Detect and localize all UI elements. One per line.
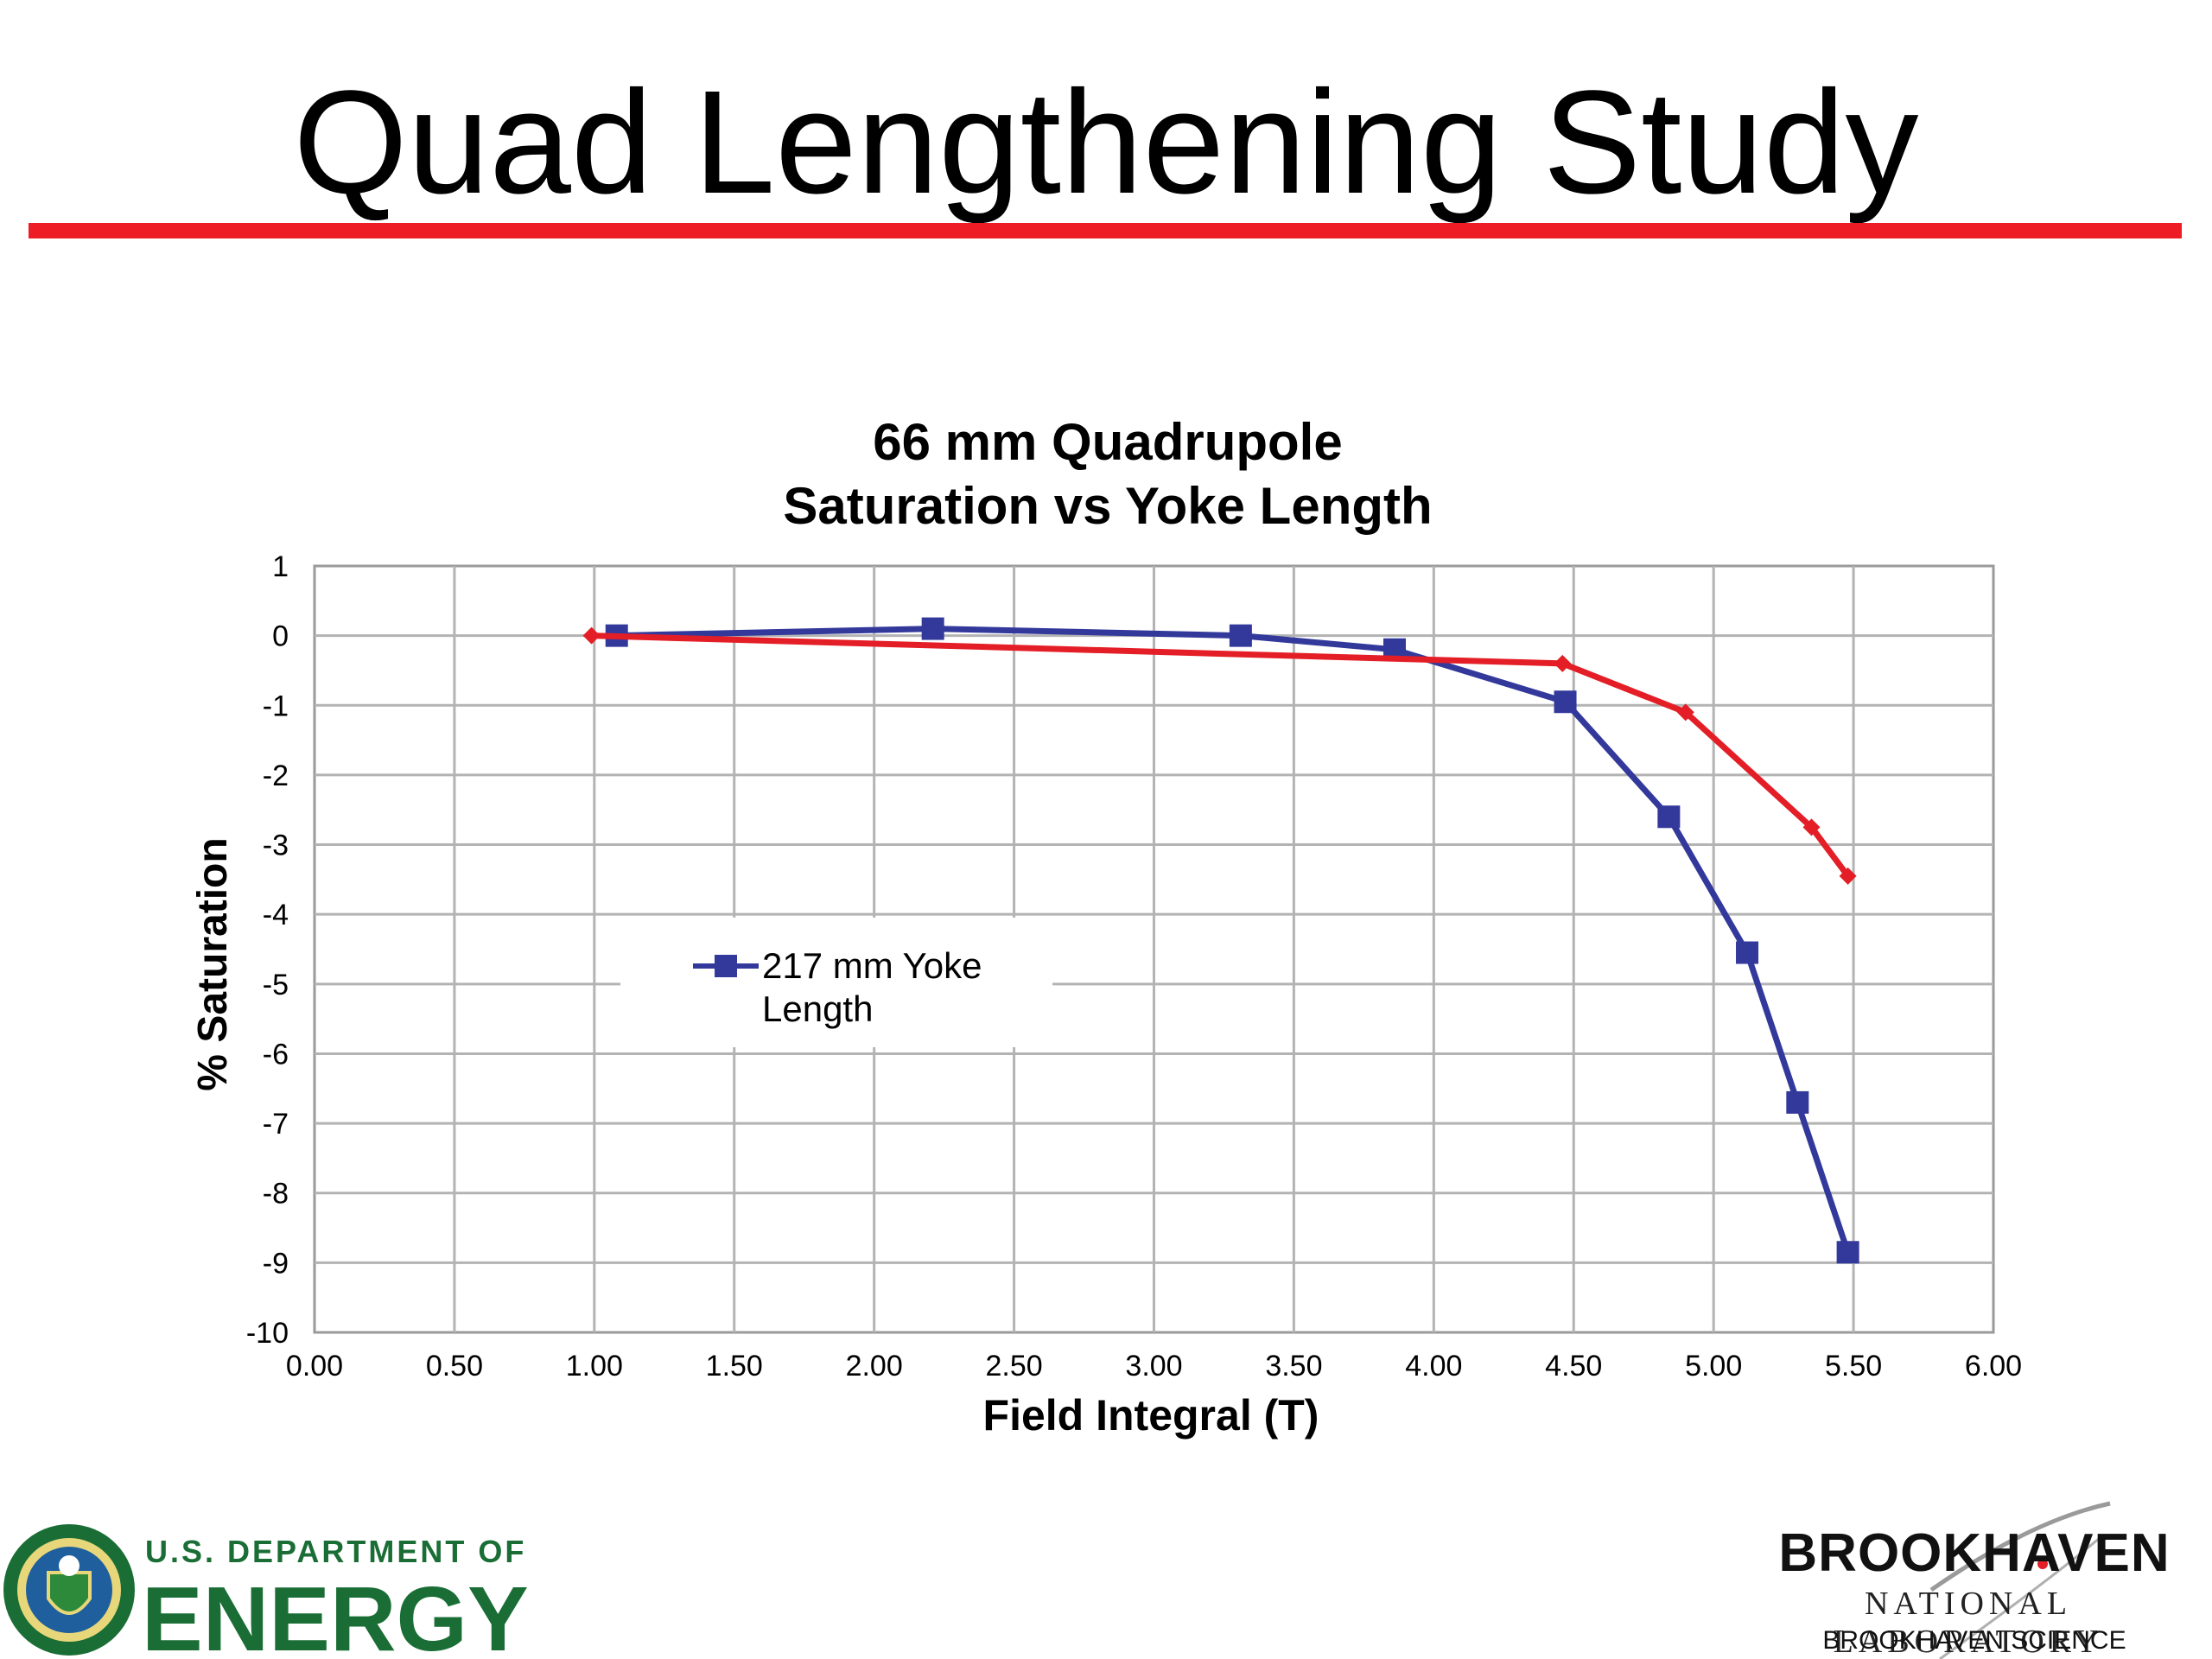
chart-axes: 0.00 0.50 1.00 1.50 2.00 2.50 3.00 3.50 4.00 4.50…: [246, 550, 2022, 1382]
legend-label-line-2: Length: [762, 988, 873, 1029]
series-0-point: [1657, 805, 1681, 829]
legend-label-line-1: 217 mm Yoke: [762, 945, 982, 986]
chart-legend: 217 mm Yoke Length: [620, 918, 1052, 1047]
chart-series: [582, 617, 1859, 1264]
y-tick-label: 1: [272, 550, 289, 583]
series-0-point: [921, 617, 944, 640]
doe-seal-icon: [3, 1524, 135, 1656]
bnl-associates: BROOKHAVEN SCIENCE ASSOCIATES: [1822, 1626, 2126, 1659]
x-tick-label: 4.00: [1405, 1350, 1462, 1382]
x-tick-label: 0.00: [286, 1350, 343, 1382]
series-0-point: [1786, 1090, 1809, 1114]
x-tick-label: 3.50: [1265, 1350, 1322, 1382]
y-tick-label: -6: [263, 1038, 289, 1071]
y-tick-label: -7: [263, 1108, 289, 1141]
x-tick-label: 5.00: [1685, 1350, 1742, 1382]
doe-line-2: ENERGY: [142, 1568, 529, 1659]
bnl-name: BROOKHAVEN: [1778, 1523, 2171, 1583]
x-tick-label: 6.00: [1965, 1350, 2022, 1382]
bnl-swoosh-icon: [1929, 1501, 2111, 1659]
series-1-point: [1802, 818, 1821, 836]
series-0-point: [1229, 624, 1252, 647]
y-tick-label: 0: [272, 620, 289, 653]
y-tick-label: -10: [246, 1317, 289, 1350]
legend-box: [620, 918, 1052, 1047]
doe-line-1: U.S. DEPARTMENT OF: [145, 1534, 526, 1569]
x-tick-label: 3.00: [1125, 1350, 1182, 1382]
x-tick-label: 2.00: [846, 1350, 903, 1382]
y-tick-label: -1: [263, 690, 289, 722]
y-tick-label: -3: [263, 830, 289, 862]
y-tick-label: -5: [263, 969, 289, 1001]
series-1-point: [1839, 867, 1857, 885]
y-tick-label: -2: [263, 760, 289, 792]
legend-series-label: 217 mm Yoke Length: [762, 945, 982, 1029]
x-tick-label: 5.50: [1825, 1350, 1882, 1382]
x-tick-label: 1.00: [566, 1350, 623, 1382]
slide-title: Quad Lengthening Study: [293, 60, 1919, 225]
y-tick-label: -9: [263, 1247, 289, 1280]
y-tick-label: -8: [263, 1178, 289, 1211]
series-0-point: [1554, 690, 1577, 714]
series-0-point: [1736, 941, 1759, 964]
chart-title-line-1: 66 mm Quadrupole: [873, 413, 1342, 471]
series-1-point: [1554, 654, 1572, 672]
y-tick-label: -4: [263, 899, 289, 931]
legend-series-marker: [715, 955, 737, 977]
series-1-point: [1676, 703, 1694, 721]
x-tick-label: 4.50: [1545, 1350, 1602, 1382]
series-0-point: [1836, 1241, 1859, 1264]
title-underline: [29, 223, 2182, 238]
x-tick-label: 2.50: [985, 1350, 1042, 1382]
chart-title-line-2: Saturation vs Yoke Length: [783, 477, 1432, 535]
bnl-subtitle: NATIONAL LABORATORY: [1833, 1586, 2104, 1659]
x-tick-label: 0.50: [426, 1350, 483, 1382]
series-1-point: [582, 626, 601, 645]
doe-logo: U.S. DEPARTMENT OF ENERGY: [3, 1524, 529, 1659]
y-axis-label: % Saturation: [190, 837, 236, 1090]
bnl-logo: BROOKHAVEN NATIONAL LABORATORY BROOKHAVE…: [1719, 1486, 2212, 1659]
x-tick-label: 1.50: [706, 1350, 763, 1382]
x-axis-label: Field Integral (T): [983, 1391, 1319, 1440]
